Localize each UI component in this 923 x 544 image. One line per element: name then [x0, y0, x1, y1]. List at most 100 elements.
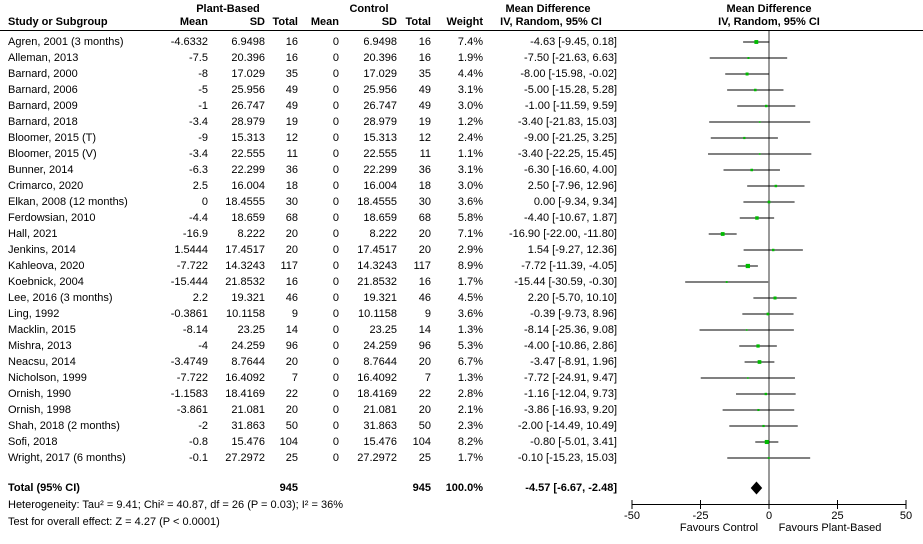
weight: 6.7%	[457, 356, 483, 368]
plant-based-total: 18	[285, 180, 298, 192]
control-mean: 0	[332, 292, 339, 304]
control-total: 12	[418, 132, 431, 144]
weight: 1.9%	[457, 52, 483, 64]
md-ci-text: -0.39 [-9.73, 8.96]	[530, 308, 617, 320]
control-mean: 0	[332, 164, 339, 176]
study-marker	[772, 248, 775, 252]
study-marker	[745, 329, 748, 331]
control-sd: 20.396	[363, 52, 397, 64]
study-name: Ornish, 1998	[8, 404, 71, 416]
control-total: 16	[418, 36, 431, 48]
control-total: 96	[418, 340, 431, 352]
total-md-ci-text: -4.57 [-6.67, -2.48]	[525, 482, 617, 494]
control-sd: 8.7644	[363, 356, 397, 368]
study-name: Lee, 2016 (3 months)	[8, 292, 113, 304]
table-row: Hall, 2021 -16.9 8.222 20 0 8.222 20 7.1% -16.90…	[0, 226, 650, 242]
plant-based-total: 16	[285, 36, 298, 48]
plant-based-mean: -16.9	[182, 228, 208, 240]
total-weight: 100.0%	[445, 482, 483, 494]
table-row: Lee, 2016 (3 months) 2.2 19.321 46 0 19.321 46…	[0, 290, 650, 306]
control-total: 16	[418, 276, 431, 288]
plant-based-sd: 25.956	[231, 84, 265, 96]
overall-effect-stats: Test for overall effect: Z = 4.27 (P < 0…	[8, 516, 220, 528]
study-name: Wright, 2017 (6 months)	[8, 452, 126, 464]
md-ci-text: -7.72 [-24.91, 9.47]	[524, 372, 617, 384]
study-marker	[745, 263, 750, 269]
md-ci-text: -3.40 [-22.25, 15.45]	[517, 148, 617, 160]
control-sd: 27.2972	[357, 452, 397, 464]
weight: 2.3%	[457, 420, 483, 432]
control-sd: 19.321	[363, 292, 397, 304]
plant-based-total: 11	[286, 148, 298, 160]
study-name: Barnard, 2009	[8, 100, 78, 112]
study-marker	[766, 312, 770, 316]
study-marker	[758, 153, 761, 155]
md-column-title: Mean Difference	[505, 3, 591, 15]
md-column-subtitle: IV, Random, 95% CI	[500, 16, 602, 28]
table-row: Bloomer, 2015 (V) -3.4 22.555 11 0 22.555 11 1.…	[0, 146, 650, 162]
table-row: Nicholson, 1999 -7.722 16.4092 7 0 16.4092 7 1.…	[0, 370, 650, 386]
md-ci-text: -6.30 [-16.60, 4.00]	[524, 164, 617, 176]
plant-based-total: 19	[285, 116, 298, 128]
plant-based-mean: -15.444	[170, 276, 208, 288]
plant-based-total: 50	[285, 420, 298, 432]
control-sd: 23.25	[369, 324, 397, 336]
md-ci-text: -4.00 [-10.86, 2.86]	[524, 340, 617, 352]
plant-based-sd: 14.3243	[225, 260, 265, 272]
weight: 2.1%	[457, 404, 483, 416]
control-mean: 0	[332, 324, 339, 336]
control-total: 46	[418, 292, 431, 304]
study-name: Hall, 2021	[8, 228, 58, 240]
plant-based-total: 68	[285, 212, 298, 224]
control-mean: 0	[332, 180, 339, 192]
plant-based-mean: -0.1	[189, 452, 208, 464]
control-sd: 16.4092	[357, 372, 397, 384]
study-marker	[773, 296, 777, 300]
plant-based-mean: -6.3	[189, 164, 208, 176]
control-mean: 0	[332, 452, 339, 464]
table-row: Ornish, 1990 -1.1583 18.4169 22 0 18.4169 22 2.…	[0, 386, 650, 402]
weight: 3.1%	[457, 164, 483, 176]
control-total: 22	[418, 388, 431, 400]
plant-based-sd: 21.081	[231, 404, 265, 416]
group-header-plant-based: Plant-Based	[196, 3, 260, 15]
weight: 2.9%	[457, 244, 483, 256]
plant-based-mean: -1	[198, 100, 208, 112]
md-ci-text: -16.90 [-22.00, -11.80]	[508, 228, 617, 240]
study-name: Barnard, 2006	[8, 84, 78, 96]
plant-based-mean: -7.722	[176, 260, 208, 272]
summary-diamond	[750, 481, 763, 495]
study-marker	[756, 344, 760, 348]
study-marker	[720, 232, 725, 236]
weight: 2.4%	[457, 132, 483, 144]
axis-tick-label: 50	[900, 510, 912, 522]
plant-based-mean: -0.3861	[170, 308, 208, 320]
control-mean: 0	[332, 404, 339, 416]
table-row: Wright, 2017 (6 months) -0.1 27.2972 25 0 27.…	[0, 450, 650, 466]
plant-based-sd: 19.321	[231, 292, 265, 304]
plant-based-mean: 2.2	[192, 292, 208, 304]
plant-based-total: 20	[285, 404, 298, 416]
control-sd: 24.259	[363, 340, 397, 352]
total-pb-total: 945	[279, 482, 298, 494]
control-sd: 18.4169	[357, 388, 397, 400]
plant-based-sd: 20.396	[231, 52, 265, 64]
plant-based-total: 25	[285, 452, 298, 464]
md-ci-text: -8.14 [-25.36, 9.08]	[524, 324, 617, 336]
control-total: 50	[418, 420, 431, 432]
study-name: Barnard, 2018	[8, 116, 78, 128]
control-total: 16	[418, 52, 431, 64]
study-marker	[757, 360, 762, 364]
weight: 3.0%	[457, 100, 483, 112]
plant-based-sd: 22.299	[231, 164, 265, 176]
total-row: Total (95% CI) 945 945 100.0% -4.57 [-6.…	[0, 480, 650, 496]
control-total: 117	[413, 260, 431, 272]
study-name: Elkan, 2008 (12 months)	[8, 196, 128, 208]
weight: 3.6%	[457, 196, 483, 208]
plant-based-sd: 23.25	[237, 324, 265, 336]
control-mean: 0	[332, 260, 339, 272]
plant-based-mean: -5	[198, 84, 208, 96]
control-sd: 26.747	[363, 100, 397, 112]
plant-based-mean: 0	[201, 196, 208, 208]
